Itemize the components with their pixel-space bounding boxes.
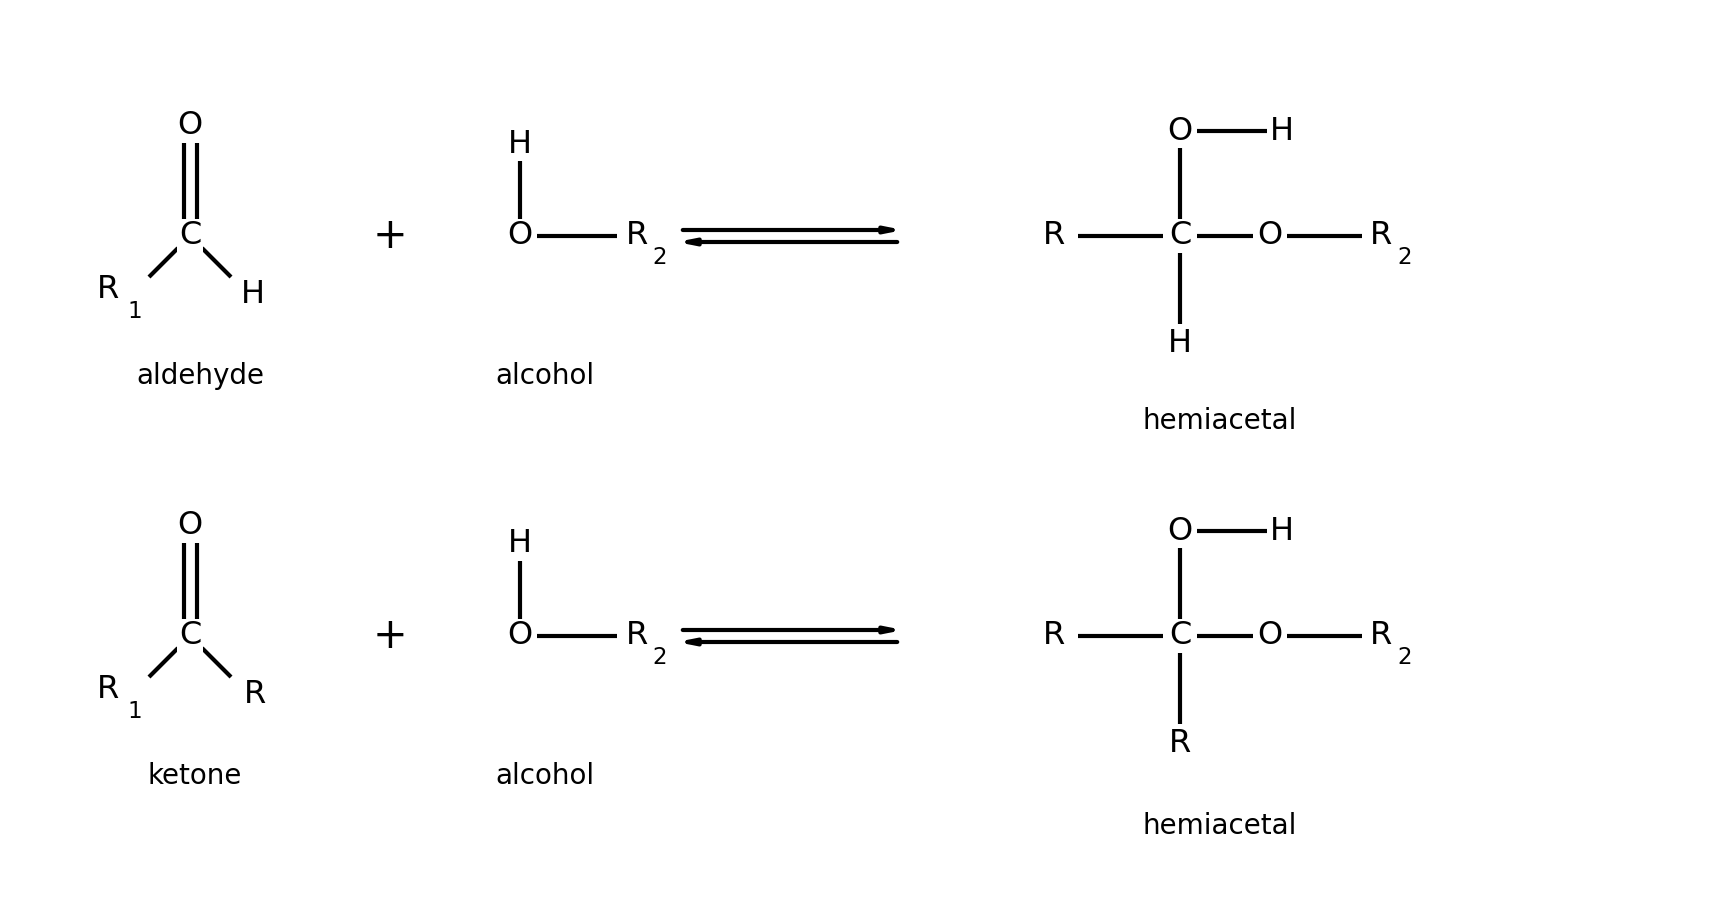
Text: +: + xyxy=(373,615,408,657)
Text: ketone: ketone xyxy=(147,762,243,790)
Text: alcohol: alcohol xyxy=(496,762,595,790)
Text: O: O xyxy=(1168,115,1192,147)
Text: +: + xyxy=(373,215,408,257)
Text: O: O xyxy=(507,221,533,251)
Text: R: R xyxy=(245,678,265,709)
Text: 2: 2 xyxy=(652,247,668,269)
Text: R: R xyxy=(1043,221,1065,251)
Text: H: H xyxy=(1270,515,1294,547)
Text: O: O xyxy=(507,621,533,651)
Text: hemiacetal: hemiacetal xyxy=(1143,407,1298,435)
Text: H: H xyxy=(1168,327,1192,359)
Text: 2: 2 xyxy=(1398,247,1412,269)
Text: R: R xyxy=(1043,621,1065,651)
Text: aldehyde: aldehyde xyxy=(135,362,264,390)
Text: C: C xyxy=(1169,621,1192,651)
Text: hemiacetal: hemiacetal xyxy=(1143,812,1298,840)
Text: 2: 2 xyxy=(1398,647,1412,669)
Text: O: O xyxy=(1258,621,1282,651)
Text: R: R xyxy=(626,621,649,651)
Text: R: R xyxy=(1371,621,1391,651)
Text: C: C xyxy=(1169,221,1192,251)
Text: O: O xyxy=(1168,515,1192,547)
Text: R: R xyxy=(97,674,120,705)
Text: O: O xyxy=(177,511,203,542)
Text: R: R xyxy=(626,221,649,251)
Text: R: R xyxy=(1371,221,1391,251)
Text: C: C xyxy=(179,221,201,251)
Text: R: R xyxy=(1169,727,1192,759)
Text: C: C xyxy=(179,621,201,651)
Text: H: H xyxy=(241,278,265,310)
Text: H: H xyxy=(508,529,533,560)
Text: O: O xyxy=(1258,221,1282,251)
Text: alcohol: alcohol xyxy=(496,362,595,390)
Text: H: H xyxy=(508,129,533,159)
Text: 1: 1 xyxy=(128,299,142,323)
Text: 1: 1 xyxy=(128,699,142,723)
Text: R: R xyxy=(97,274,120,305)
Text: O: O xyxy=(177,111,203,141)
Text: H: H xyxy=(1270,115,1294,147)
Text: 2: 2 xyxy=(652,647,668,669)
